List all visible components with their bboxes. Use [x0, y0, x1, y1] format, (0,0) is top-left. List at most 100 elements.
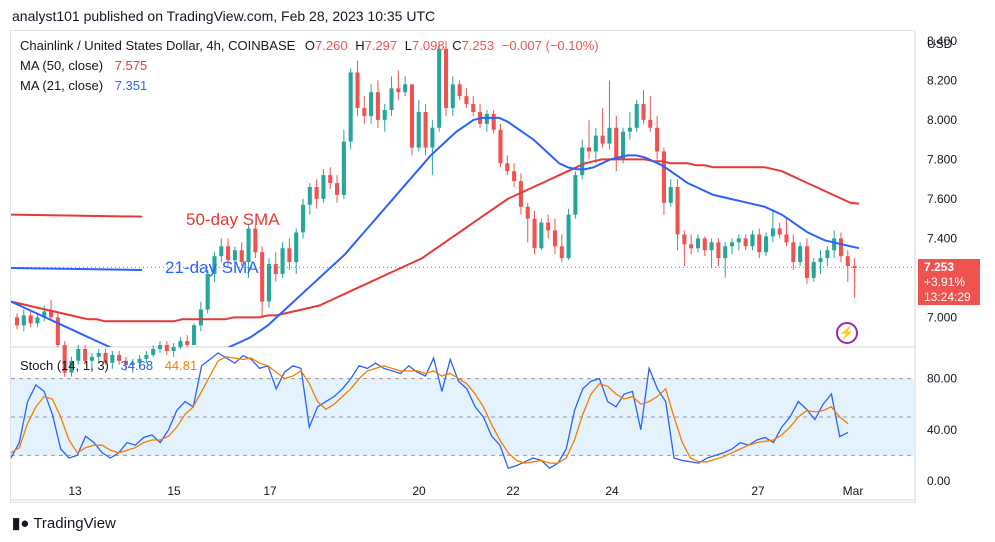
candle-body — [151, 348, 156, 355]
stoch-tick-label: 80.00 — [927, 372, 957, 386]
candle — [28, 311, 33, 328]
candle — [757, 228, 762, 259]
candle-body — [532, 218, 537, 249]
candle-body — [300, 204, 306, 233]
symbol-title[interactable]: Chainlink / United States Dollar, 4h, CO… — [20, 38, 296, 53]
candle — [423, 104, 428, 156]
chart-frame[interactable] — [10, 30, 915, 503]
candle — [484, 110, 489, 132]
candle-body — [348, 72, 353, 142]
candle — [505, 155, 510, 176]
candle — [634, 100, 639, 132]
candle — [157, 341, 163, 353]
candle — [35, 313, 40, 328]
candle-body — [335, 183, 340, 195]
candle — [457, 80, 462, 101]
footer — [0, 505, 995, 542]
candle-body — [798, 246, 803, 263]
candle-body — [641, 104, 646, 120]
candle — [525, 202, 530, 243]
candle — [164, 341, 169, 355]
candle-body — [695, 238, 701, 249]
candle-body — [675, 187, 680, 235]
candle-body — [580, 147, 585, 176]
candle — [198, 301, 203, 332]
candle-body — [294, 232, 299, 263]
candle-body — [321, 175, 326, 199]
candle — [21, 309, 26, 332]
candle — [709, 238, 714, 268]
candle-body — [586, 147, 592, 152]
lightning-icon[interactable]: ⚡ — [836, 322, 858, 344]
stoch-k-value: 34.68 — [120, 358, 154, 373]
candle — [49, 299, 54, 320]
candle — [246, 224, 251, 278]
candle-body — [430, 127, 435, 148]
candle-body — [144, 354, 149, 359]
candle-body — [232, 250, 237, 261]
candle-body — [627, 127, 632, 132]
candle-body — [614, 127, 619, 160]
candle — [614, 115, 619, 172]
candle — [478, 104, 483, 128]
candle — [232, 246, 237, 268]
candle-body — [403, 84, 408, 93]
ma50-line[interactable] — [11, 158, 860, 323]
candle — [14, 313, 20, 330]
candle-body — [382, 110, 387, 120]
candle — [123, 356, 128, 371]
candle-body — [464, 96, 469, 105]
candle — [178, 337, 183, 349]
candle — [171, 343, 176, 357]
ohlc-high: H7.297 — [355, 38, 398, 53]
candle — [62, 341, 67, 377]
candle — [627, 111, 632, 140]
candle-body — [117, 354, 122, 361]
candle — [777, 222, 782, 239]
candle — [512, 163, 517, 188]
candle — [151, 345, 156, 357]
candle-body — [164, 345, 169, 351]
candle-body — [314, 187, 319, 199]
candle-body — [96, 352, 101, 357]
candle-body — [743, 238, 748, 247]
stoch-k-line[interactable] — [10, 352, 849, 470]
price-tick-label: 7.000 — [927, 310, 957, 324]
candle — [389, 76, 394, 116]
candle-body — [648, 119, 653, 128]
candle — [55, 313, 60, 347]
candle-body — [437, 48, 442, 128]
candle — [798, 242, 803, 267]
candle-body — [266, 264, 272, 302]
candle — [552, 218, 558, 255]
candle — [580, 139, 585, 180]
ma21-line[interactable] — [11, 116, 860, 357]
candle — [825, 246, 830, 267]
candle-body — [21, 315, 26, 326]
candle-body — [178, 341, 183, 347]
candle — [362, 96, 367, 124]
stoch-legend[interactable]: Stoch (14, 1, 3) 34.68 44.81 — [20, 358, 197, 373]
price-change: −0.007 (−0.10%) — [501, 38, 599, 53]
candle — [559, 234, 564, 263]
candle-body — [804, 246, 809, 278]
candle — [212, 252, 217, 282]
stoch-d-line[interactable] — [10, 356, 849, 464]
candle — [586, 119, 592, 160]
candle — [443, 40, 449, 116]
ma50-legend[interactable]: MA (50, close) 7.575 — [20, 58, 147, 73]
candle-body — [634, 104, 639, 128]
candle-body — [655, 127, 660, 152]
last-price-badge: 7.253 +3.91% 13:24:29 — [918, 259, 980, 305]
candle-body — [832, 238, 837, 251]
tradingview-logo[interactable]: ▮● TradingView — [12, 515, 116, 532]
candle — [655, 115, 660, 160]
price-tick-label: 7.400 — [927, 231, 957, 245]
ma21-legend[interactable]: MA (21, close) 7.351 — [20, 78, 147, 93]
candle — [117, 350, 122, 365]
stoch-tick-label: 0.00 — [927, 474, 951, 488]
candle-body — [682, 234, 687, 245]
price-tick-label: 7.600 — [927, 192, 957, 206]
candle — [491, 110, 496, 134]
